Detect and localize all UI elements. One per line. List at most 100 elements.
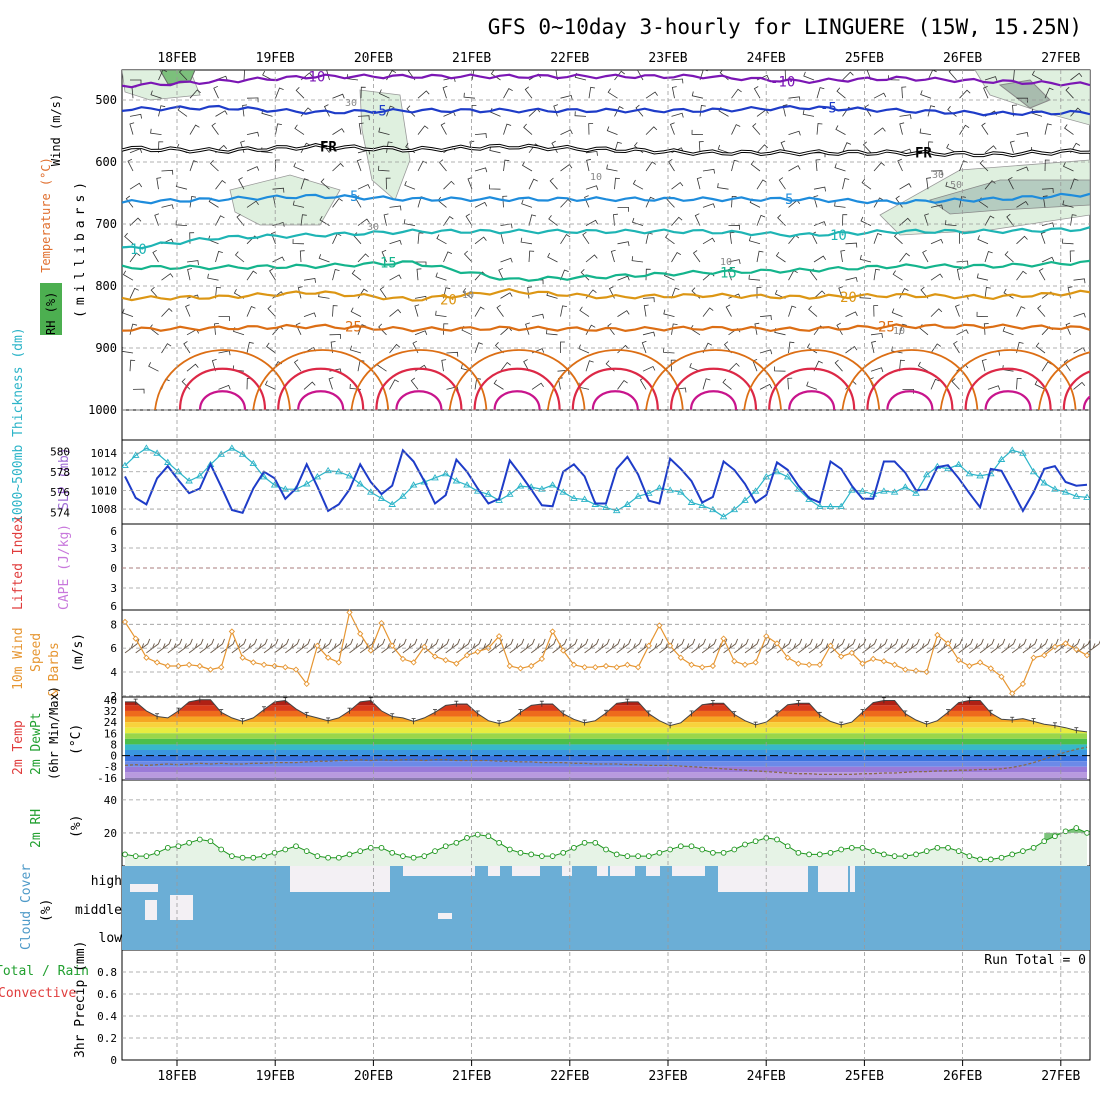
wind-barb xyxy=(275,123,282,135)
wind10-barb xyxy=(584,638,600,654)
wind-barb xyxy=(614,177,620,190)
ua-rh-label: RH (%) xyxy=(44,292,58,335)
wind-barb xyxy=(663,309,675,317)
wind10-barb xyxy=(253,638,268,654)
date-label-top: 20FEB xyxy=(354,51,393,66)
cloud-unit: (%) xyxy=(39,899,54,922)
wind-barb xyxy=(500,292,513,299)
wind10-barb xyxy=(905,638,920,654)
thickness-marker xyxy=(249,459,258,467)
thickness-marker xyxy=(837,502,845,510)
wind10-barb xyxy=(701,638,717,654)
rh-area xyxy=(125,828,1087,866)
temperature-contour xyxy=(122,192,1090,205)
wind-barb xyxy=(389,205,402,211)
wind10-barb xyxy=(156,638,172,654)
wind10-barb xyxy=(776,638,792,654)
li-tick-label: 3 xyxy=(110,542,117,555)
temperature-contour-25b xyxy=(645,349,782,410)
wind-barb xyxy=(234,251,245,263)
wind-barb xyxy=(129,217,142,226)
wind10-barb xyxy=(285,638,300,654)
wind-barb xyxy=(728,259,741,264)
wind-barb xyxy=(211,359,217,372)
day-gridlines xyxy=(122,70,1090,1060)
slp-thickness-lines xyxy=(122,444,1090,520)
wind-barb xyxy=(979,159,989,172)
rh-marker xyxy=(613,851,620,858)
wind-barb xyxy=(959,232,964,244)
wind-barb xyxy=(756,109,769,117)
wind10-barb xyxy=(798,638,813,654)
temperature-band xyxy=(125,699,1087,706)
rh-marker xyxy=(945,844,951,851)
wind-barb xyxy=(1016,132,1029,137)
wind-barb xyxy=(1070,178,1079,190)
rh-marker xyxy=(1073,825,1080,831)
wind-barb xyxy=(778,177,786,190)
wind-barb xyxy=(500,257,513,263)
thickness-marker xyxy=(516,482,525,489)
wind-barb xyxy=(1041,188,1054,193)
wind-barb xyxy=(689,362,701,372)
wind-barb xyxy=(357,324,367,335)
wind10-barb xyxy=(338,638,354,654)
t2-unit: (°C) xyxy=(69,724,84,755)
wind10-label-3: & Barbs xyxy=(47,642,62,697)
wind-barb xyxy=(987,385,1001,390)
wind-barb xyxy=(130,79,142,85)
wind10-marker xyxy=(185,661,193,668)
wind-barb xyxy=(871,340,876,354)
temperature-band xyxy=(125,777,1087,780)
wind-barb xyxy=(984,76,998,81)
thickness-marker xyxy=(260,473,268,480)
wind-barb xyxy=(643,304,649,317)
rh-marker xyxy=(517,849,524,856)
rh-marker xyxy=(164,844,171,851)
wind-barb xyxy=(465,213,473,226)
wind-barb xyxy=(1016,97,1028,103)
thickness-line xyxy=(124,447,1088,518)
wind10-marker xyxy=(570,661,578,668)
thickness-marker xyxy=(1072,492,1081,499)
rh-marker xyxy=(1030,844,1037,851)
wind-barb xyxy=(243,70,246,81)
wind10-marker xyxy=(143,654,150,661)
wind-barb xyxy=(691,91,704,99)
wind10-marker xyxy=(998,673,1005,680)
wind10-marker xyxy=(699,664,706,671)
wind-barb xyxy=(953,340,960,354)
cloud-clear xyxy=(403,866,475,876)
thickness-marker xyxy=(783,473,792,480)
wind10-marker xyxy=(816,661,823,668)
wind10-marker xyxy=(463,652,471,659)
wind10-unit: (m/s) xyxy=(71,633,86,672)
rh-marker xyxy=(977,856,983,863)
t2-label-3: (6hr Min/Max) xyxy=(47,686,61,780)
thickness-marker xyxy=(1040,479,1048,486)
wind10-barb xyxy=(466,638,482,654)
wind-barb xyxy=(546,329,558,336)
rh-contour-label: 10 xyxy=(893,326,905,337)
wind-barb xyxy=(1065,86,1074,99)
wind-barb xyxy=(671,216,683,226)
wind-barb xyxy=(806,343,818,354)
cloud-label: Cloud Cover xyxy=(19,864,34,950)
rh-marker xyxy=(271,849,278,856)
wind-barb xyxy=(870,367,884,373)
thickness-marker xyxy=(452,477,461,484)
wind-barb xyxy=(161,308,173,317)
wind-barb xyxy=(983,323,989,335)
wind-barb xyxy=(246,377,252,390)
wind-barb xyxy=(956,329,969,336)
wind-barb xyxy=(521,161,533,172)
wind-barb xyxy=(414,330,428,336)
thickness-marker xyxy=(922,470,931,478)
wind-barb xyxy=(585,324,596,335)
thickness-marker xyxy=(677,488,685,495)
rh-marker xyxy=(464,835,470,841)
wind-barb xyxy=(930,204,944,210)
rh-marker xyxy=(410,854,417,861)
li-tick-label: 3 xyxy=(110,582,117,595)
cloud-high: high xyxy=(91,874,122,889)
